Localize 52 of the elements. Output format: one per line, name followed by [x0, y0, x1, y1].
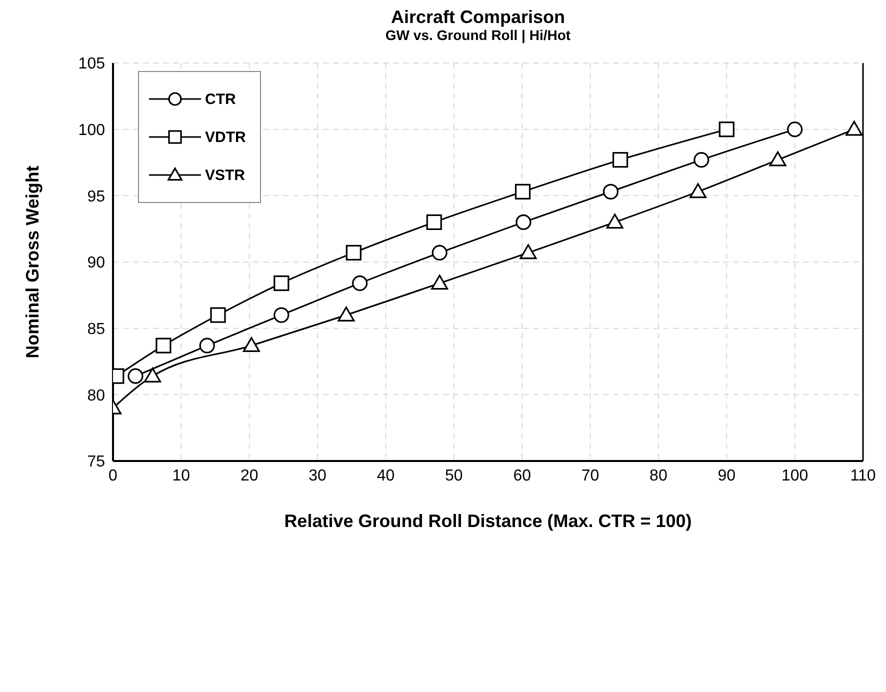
y-axis-title: Nominal Gross Weight — [22, 166, 42, 359]
point — [144, 368, 162, 383]
point — [718, 122, 734, 138]
point — [787, 122, 803, 138]
point — [156, 338, 172, 354]
point — [274, 307, 290, 324]
x-tick-label: 100 — [781, 468, 808, 485]
point — [520, 244, 537, 260]
y-tick-label: 90 — [87, 254, 106, 272]
x-tick-label: 70 — [581, 468, 600, 485]
x-tick-label: 0 — [108, 468, 118, 485]
point — [431, 274, 448, 290]
point — [274, 276, 290, 292]
x-tick-label: 80 — [650, 468, 668, 485]
point — [846, 121, 863, 136]
point — [338, 306, 355, 322]
point — [128, 368, 144, 384]
point — [210, 307, 226, 324]
x-axis-title: Relative Ground Roll Distance (Max. CTR = 100) — [284, 511, 692, 532]
x-tick-label: 30 — [308, 468, 327, 485]
x-tick-label: 90 — [718, 468, 736, 485]
point — [346, 245, 362, 261]
point — [606, 214, 624, 229]
point — [769, 152, 786, 166]
y-tick-label: 100 — [78, 122, 106, 140]
point — [514, 184, 531, 200]
point — [694, 152, 710, 168]
y-tick-label: 80 — [87, 388, 106, 405]
point — [612, 152, 628, 168]
legend-label: VDTR — [205, 128, 246, 146]
chart-subtitle: GW vs. Ground Roll | Hi/Hot — [384, 26, 572, 44]
point — [602, 184, 619, 200]
x-tick-label: 40 — [376, 468, 395, 485]
x-tick-label: 50 — [445, 468, 463, 485]
point — [199, 338, 215, 354]
y-tick-label: 85 — [87, 321, 106, 338]
y-tick-label: 75 — [87, 454, 106, 471]
x-tick-label: 60 — [513, 468, 532, 485]
point — [426, 214, 442, 230]
point — [690, 183, 706, 198]
point — [352, 276, 368, 292]
legend-label: VSTR — [205, 166, 246, 184]
chart-title: Aircraft Comparison — [390, 7, 566, 28]
x-tick-label: 10 — [172, 468, 190, 485]
point — [242, 337, 260, 352]
point — [516, 214, 532, 230]
x-tick-label: 110 — [850, 468, 876, 485]
y-tick-label: 105 — [78, 56, 106, 73]
point — [432, 245, 448, 261]
y-tick-label: 95 — [87, 188, 106, 206]
x-tick-label: 20 — [240, 468, 258, 485]
legend-label: CTR — [205, 90, 236, 108]
